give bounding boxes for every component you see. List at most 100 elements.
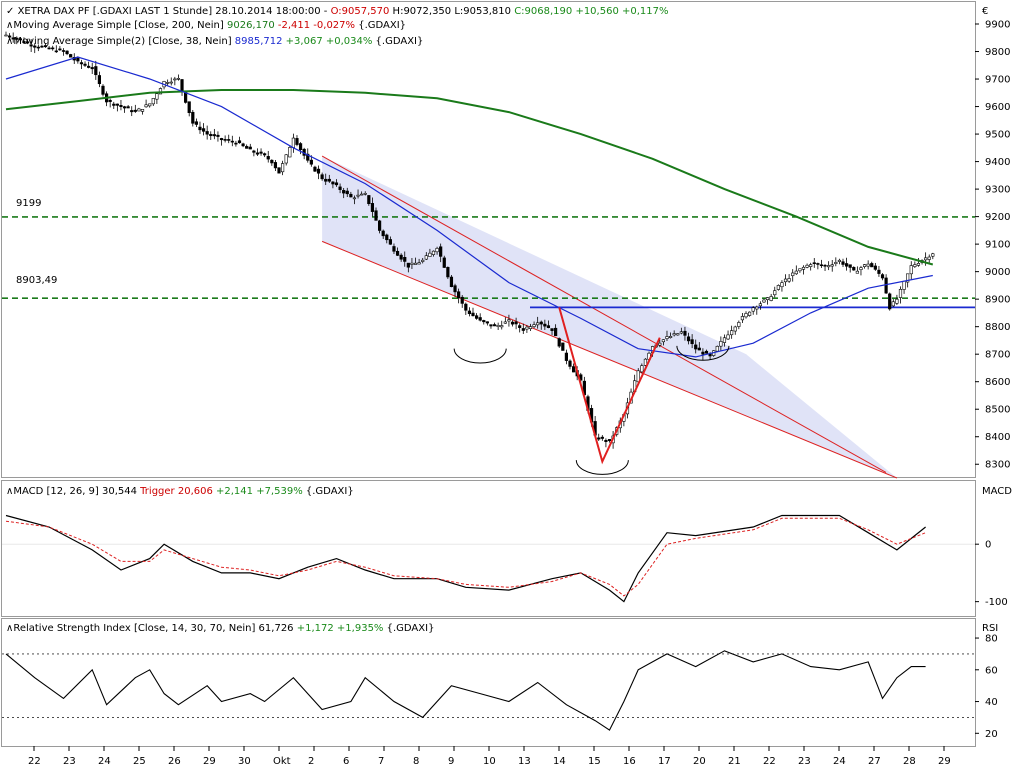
candle	[370, 203, 375, 212]
rsi-tick-label: 80	[985, 634, 998, 645]
macd-change: +2,141 +7,539%	[213, 486, 303, 497]
candle	[798, 268, 802, 272]
candle	[870, 263, 874, 268]
rsi-tick-label: 40	[985, 697, 998, 708]
price-tick-label: 8500	[985, 405, 1010, 416]
candle	[873, 265, 877, 270]
price-tick-label: 9400	[985, 157, 1010, 168]
candle	[119, 105, 123, 107]
candle	[255, 152, 260, 155]
candle	[888, 293, 892, 310]
candle	[755, 306, 759, 310]
x-tick-label: 9	[448, 756, 454, 767]
candle	[532, 324, 536, 327]
rsi-panel	[1, 618, 976, 747]
candle	[320, 174, 324, 180]
candle	[90, 67, 94, 70]
candle	[924, 257, 928, 261]
ma38-value: 8985,712	[235, 36, 283, 47]
ohlc-high: H:9072,350	[389, 6, 451, 17]
candle	[248, 146, 252, 150]
candle	[79, 62, 84, 65]
candle	[316, 168, 321, 174]
candle	[295, 138, 299, 145]
candle	[191, 111, 195, 124]
x-tick-label: 28	[903, 756, 916, 767]
candle	[704, 350, 709, 354]
candle	[661, 339, 665, 343]
candle	[270, 159, 274, 164]
candle	[510, 321, 515, 325]
candle	[744, 313, 748, 318]
v-pattern	[558, 307, 661, 465]
ohlc-low: L:9053,810	[451, 6, 511, 17]
candle	[453, 285, 457, 293]
rsi-suffix: {.GDAXI}	[383, 623, 434, 634]
x-tick-label: 23	[798, 756, 811, 767]
x-tick-label: 20	[693, 756, 706, 767]
candle	[223, 139, 227, 141]
candle	[439, 246, 443, 257]
x-tick-label: 27	[868, 756, 881, 767]
candle	[801, 266, 806, 270]
x-tick-label: 15	[588, 756, 601, 767]
candle	[816, 263, 820, 265]
candle	[722, 337, 727, 343]
candle	[205, 131, 209, 135]
x-tick-label: 7	[378, 756, 384, 767]
candle	[140, 109, 145, 112]
price-tick-label: 9600	[985, 102, 1010, 113]
candle	[277, 167, 281, 174]
candle	[421, 259, 425, 262]
candle	[521, 328, 525, 331]
ma38-label: Moving Average Simple(2) [Close, 38, Nei…	[13, 36, 234, 47]
candle	[812, 262, 816, 264]
x-tick-label: 25	[133, 756, 146, 767]
candle	[765, 297, 770, 300]
candle	[424, 255, 428, 260]
candle	[417, 262, 421, 265]
candle	[823, 264, 827, 267]
x-tick-label: 30	[238, 756, 251, 767]
candle	[115, 103, 119, 106]
price-icon: ✓	[6, 6, 18, 17]
candle	[500, 325, 504, 328]
candle	[65, 50, 69, 55]
candle	[859, 267, 863, 270]
ma200-icon: ∧	[6, 20, 13, 31]
candle	[392, 246, 396, 252]
candle	[234, 142, 238, 145]
ma200-value: 9026,170	[227, 20, 275, 31]
price-tick-label: 9000	[985, 267, 1010, 278]
candle	[837, 259, 842, 262]
candle	[137, 108, 141, 112]
candle	[403, 257, 407, 262]
candle	[658, 342, 662, 346]
x-tick-label: 24	[833, 756, 846, 767]
candle	[112, 103, 116, 106]
channel-lower-line	[321, 240, 898, 479]
candle	[33, 45, 37, 48]
candle	[201, 128, 206, 132]
candle	[474, 315, 479, 319]
candle	[216, 134, 220, 137]
candle	[94, 66, 98, 76]
candle	[471, 312, 475, 317]
candle	[748, 311, 752, 316]
candle	[726, 334, 730, 340]
candle	[564, 352, 568, 361]
price-tick-label: 9500	[985, 130, 1010, 141]
candle	[151, 98, 155, 105]
channel-upper-line	[321, 155, 887, 473]
ma38-change: +3,067 +0,034%	[283, 36, 373, 47]
candle	[291, 137, 295, 148]
candle	[169, 81, 173, 84]
ma38-icon: ∧	[6, 36, 13, 47]
pattern-arc	[453, 348, 507, 364]
candle	[97, 75, 101, 85]
candle	[388, 239, 392, 245]
rsi-axis-title: RSI	[982, 623, 998, 634]
price-title: XETRA DAX PF [.GDAXI LAST 1 Stunde] 28.1…	[18, 6, 331, 17]
candle	[492, 324, 497, 327]
candle	[284, 154, 288, 164]
